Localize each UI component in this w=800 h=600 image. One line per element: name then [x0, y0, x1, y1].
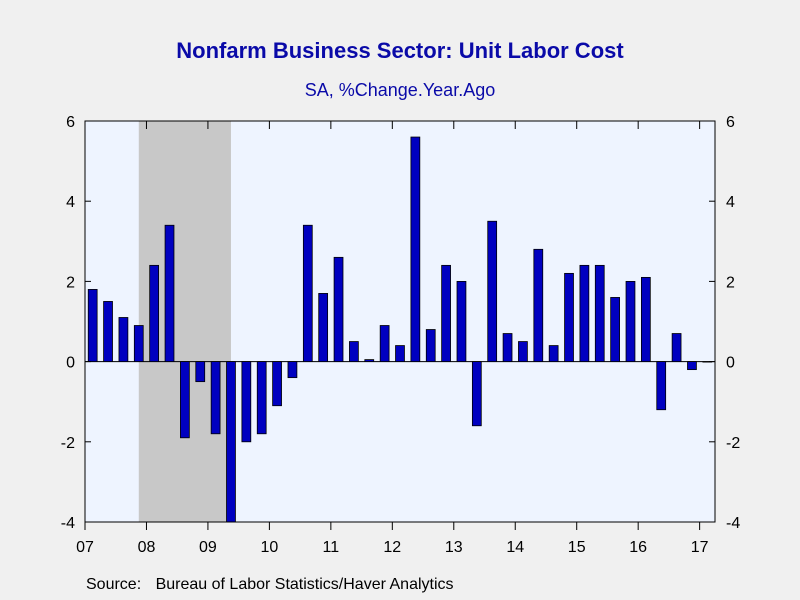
x-tick-label: 12 — [383, 539, 401, 556]
source-label: Source: — [86, 576, 142, 593]
bar-2014Q4 — [564, 272, 574, 363]
bar-2013Q4 — [502, 333, 513, 362]
bar-2007Q3 — [118, 317, 129, 362]
bar-2015Q3 — [610, 297, 620, 363]
bar-2014Q2 — [533, 248, 544, 363]
y-tick-label-right: 2 — [726, 274, 735, 291]
bar-2015Q1 — [579, 264, 590, 362]
y-tick-label-right: 4 — [726, 194, 735, 211]
bar-2011Q3 — [364, 359, 375, 363]
y-tick-label-left: -4 — [61, 515, 75, 532]
bar-2015Q4 — [625, 280, 636, 362]
y-tick-label-left: 4 — [66, 194, 75, 211]
x-tick-label: 17 — [691, 539, 709, 556]
bar-2012Q3 — [425, 329, 436, 362]
bar-2013Q2 — [471, 361, 482, 427]
bar-2008Q2 — [164, 224, 175, 362]
bar-2010Q1 — [272, 361, 282, 407]
bar-2007Q4 — [133, 325, 144, 363]
bar-2009Q2 — [226, 361, 236, 523]
x-tick-label: 07 — [76, 539, 94, 556]
source-note: Source: Bureau of Labor Statistics/Haver… — [86, 576, 454, 594]
bar-2012Q4 — [441, 264, 451, 362]
x-tick-label: 11 — [323, 539, 340, 556]
bar-2011Q2 — [349, 341, 359, 362]
bar-2016Q4 — [687, 361, 697, 371]
bar-2013Q1 — [456, 280, 467, 362]
bar-2009Q1 — [210, 361, 221, 435]
bar-2008Q4 — [195, 361, 206, 383]
bar-2008Q3 — [180, 361, 190, 439]
bar-2010Q4 — [318, 293, 329, 362]
bar-2014Q3 — [548, 345, 559, 362]
bar-2007Q2 — [103, 301, 113, 363]
chart-subtitle: SA, %Change.Year.Ago — [304, 80, 496, 100]
bar-2009Q3 — [241, 361, 252, 443]
bar-2016Q2 — [656, 361, 667, 411]
y-tick-label-left: -2 — [61, 435, 75, 452]
x-tick-label: 08 — [138, 539, 156, 556]
bar-2009Q4 — [256, 361, 267, 435]
bar-2011Q1 — [333, 256, 344, 362]
bar-2015Q2 — [594, 264, 605, 362]
y-tick-label-right: 0 — [726, 355, 735, 372]
x-tick-label: 16 — [629, 539, 647, 556]
bar-2014Q1 — [518, 341, 528, 362]
bar-2012Q2 — [410, 136, 421, 362]
x-tick-label: 13 — [445, 539, 463, 556]
source-text: Bureau of Labor Statistics/Haver Analyti… — [155, 576, 454, 593]
y-tick-label-right: -2 — [726, 435, 740, 452]
chart-title: Nonfarm Business Sector: Unit Labor Cost — [176, 38, 624, 63]
bar-2016Q1 — [641, 276, 651, 363]
bar-2016Q3 — [671, 333, 682, 362]
x-tick-label: 10 — [260, 539, 278, 556]
y-tick-label-right: 6 — [726, 114, 735, 131]
y-tick-label-left: 0 — [66, 355, 75, 372]
y-tick-label-left: 6 — [66, 114, 75, 131]
bar-2010Q3 — [302, 224, 313, 362]
plot-frame — [84, 120, 716, 523]
y-tick-label-left: 2 — [66, 274, 75, 291]
x-tick-label: 14 — [506, 539, 524, 556]
bar-2013Q3 — [487, 220, 498, 363]
bar-2012Q1 — [395, 345, 405, 362]
bar-2010Q2 — [287, 361, 298, 379]
x-tick-label: 09 — [199, 539, 217, 556]
bar-2011Q4 — [379, 325, 390, 363]
x-tick-label: 15 — [568, 539, 586, 556]
y-tick-label-right: -4 — [726, 515, 740, 532]
bar-2008Q1 — [149, 264, 160, 362]
bar-2007Q1 — [87, 289, 98, 363]
